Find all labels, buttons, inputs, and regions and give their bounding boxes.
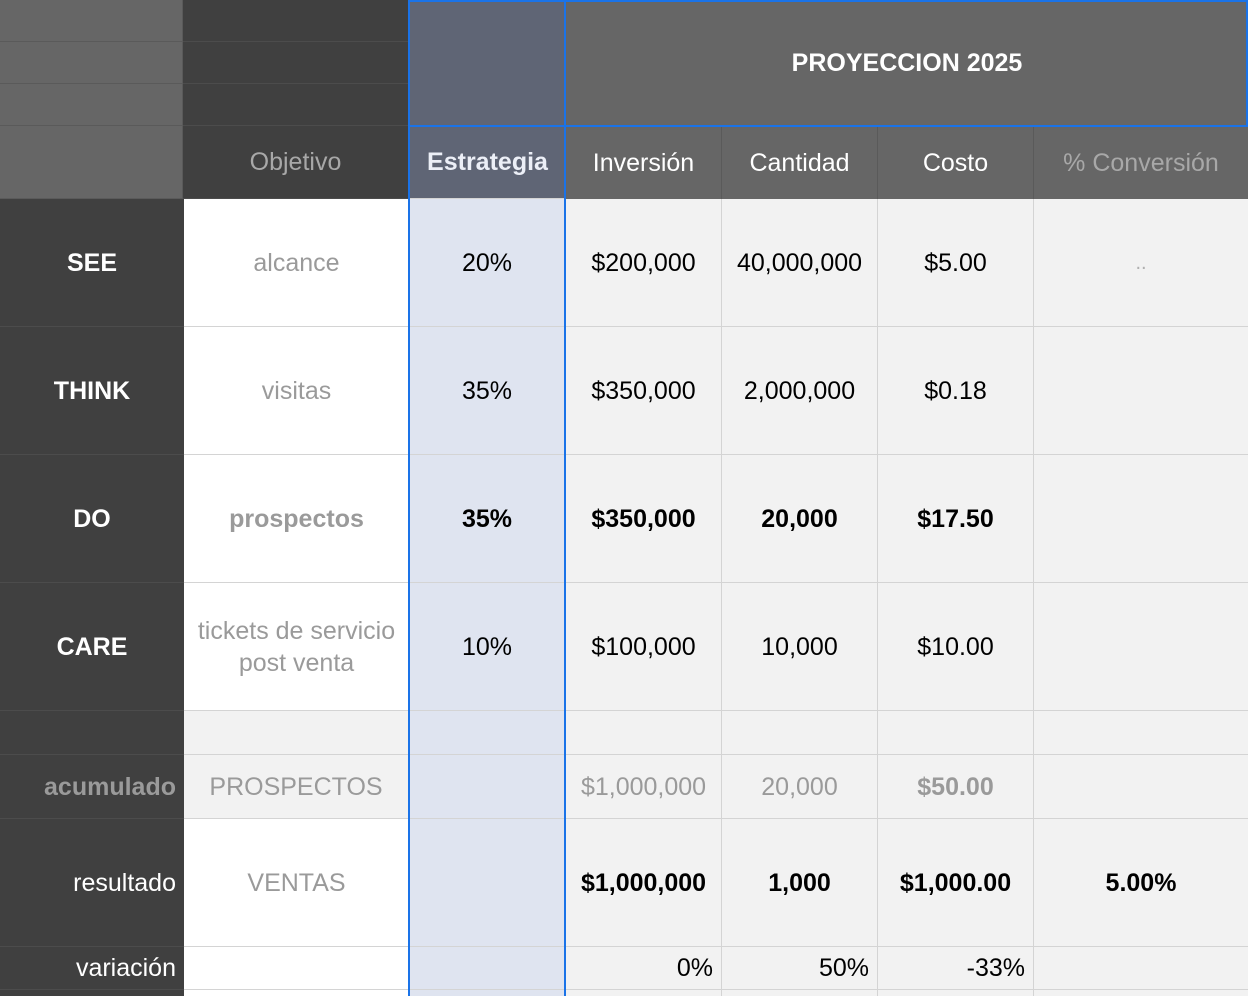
- conversion-cell[interactable]: [1034, 327, 1248, 455]
- costo-cell[interactable]: $0.18: [878, 327, 1034, 455]
- cantidad-cell[interactable]: 20,000: [722, 455, 878, 583]
- partial-cell[interactable]: [722, 990, 878, 996]
- header-costo[interactable]: Costo: [878, 126, 1034, 199]
- header-cell[interactable]: [183, 84, 409, 126]
- costo-cell[interactable]: -33%: [878, 947, 1034, 990]
- estrategia-cell[interactable]: 20%: [409, 199, 566, 327]
- corner-cell[interactable]: [0, 84, 183, 126]
- estrategia-cell[interactable]: [409, 819, 566, 947]
- empty-cell[interactable]: [878, 711, 1034, 755]
- partial-cell[interactable]: [409, 990, 566, 996]
- inversion-cell[interactable]: $200,000: [566, 199, 722, 327]
- cantidad-cell[interactable]: 40,000,000: [722, 199, 878, 327]
- partial-cell[interactable]: [1034, 990, 1248, 996]
- empty-cell[interactable]: [409, 711, 566, 755]
- estrategia-cell[interactable]: 10%: [409, 583, 566, 711]
- costo-cell[interactable]: $1,000.00: [878, 819, 1034, 947]
- inversion-cell[interactable]: $1,000,000: [566, 819, 722, 947]
- row-label-see[interactable]: SEE: [0, 199, 184, 327]
- costo-cell[interactable]: $10.00: [878, 583, 1034, 711]
- estrategia-cell[interactable]: [409, 947, 566, 990]
- conversion-cell[interactable]: [1034, 583, 1248, 711]
- costo-cell[interactable]: $50.00: [878, 755, 1034, 819]
- conversion-cell[interactable]: ..: [1034, 199, 1248, 327]
- header-objetivo[interactable]: Objetivo: [183, 126, 409, 199]
- projection-title[interactable]: PROYECCION 2025: [566, 0, 1248, 126]
- row-label-care[interactable]: CARE: [0, 583, 184, 711]
- conversion-cell[interactable]: [1034, 455, 1248, 583]
- estrategia-cell[interactable]: [409, 755, 566, 819]
- estrategia-cell[interactable]: 35%: [409, 455, 566, 583]
- inversion-cell[interactable]: $350,000: [566, 327, 722, 455]
- inversion-cell[interactable]: 0%: [566, 947, 722, 990]
- objetivo-cell[interactable]: prospectos: [184, 455, 409, 583]
- row-label-partial[interactable]: [0, 990, 184, 996]
- cantidad-cell[interactable]: 10,000: [722, 583, 878, 711]
- cantidad-cell[interactable]: 2,000,000: [722, 327, 878, 455]
- header-cell[interactable]: [183, 0, 409, 42]
- objetivo-cell[interactable]: tickets de servicio post venta: [184, 583, 409, 711]
- corner-cell[interactable]: [0, 42, 183, 84]
- estrategia-header-block[interactable]: [409, 0, 566, 126]
- objetivo-cell[interactable]: [184, 947, 409, 990]
- objetivo-cell[interactable]: PROSPECTOS: [184, 755, 409, 819]
- row-label-variacion[interactable]: variación: [0, 947, 184, 990]
- header-cell[interactable]: [183, 42, 409, 84]
- conversion-cell[interactable]: 5.00%: [1034, 819, 1248, 947]
- cantidad-cell[interactable]: 20,000: [722, 755, 878, 819]
- conversion-cell[interactable]: [1034, 947, 1248, 990]
- objetivo-cell[interactable]: visitas: [184, 327, 409, 455]
- row-label-think[interactable]: THINK: [0, 327, 184, 455]
- empty-cell[interactable]: [184, 711, 409, 755]
- cantidad-cell[interactable]: 50%: [722, 947, 878, 990]
- corner-cell[interactable]: [0, 126, 183, 199]
- row-label-do[interactable]: DO: [0, 455, 184, 583]
- conversion-cell[interactable]: [1034, 755, 1248, 819]
- header-cantidad[interactable]: Cantidad: [722, 126, 878, 199]
- partial-cell[interactable]: [184, 990, 409, 996]
- row-label-acumulado[interactable]: acumulado: [0, 755, 184, 819]
- corner-cell[interactable]: [0, 0, 183, 42]
- partial-cell[interactable]: [566, 990, 722, 996]
- row-label-resultado[interactable]: resultado: [0, 819, 184, 947]
- empty-cell[interactable]: [1034, 711, 1248, 755]
- header-conversion[interactable]: % Conversión: [1034, 126, 1248, 199]
- header-inversion[interactable]: Inversión: [566, 126, 722, 199]
- cantidad-cell[interactable]: 1,000: [722, 819, 878, 947]
- empty-cell[interactable]: [566, 711, 722, 755]
- inversion-cell[interactable]: $1,000,000: [566, 755, 722, 819]
- estrategia-cell[interactable]: 35%: [409, 327, 566, 455]
- objetivo-cell[interactable]: VENTAS: [184, 819, 409, 947]
- objetivo-cell[interactable]: alcance: [184, 199, 409, 327]
- inversion-cell[interactable]: $100,000: [566, 583, 722, 711]
- empty-cell[interactable]: [722, 711, 878, 755]
- costo-cell[interactable]: $5.00: [878, 199, 1034, 327]
- row-label-empty[interactable]: [0, 711, 184, 755]
- partial-cell[interactable]: [878, 990, 1034, 996]
- header-estrategia[interactable]: Estrategia: [409, 126, 566, 199]
- inversion-cell[interactable]: $350,000: [566, 455, 722, 583]
- costo-cell[interactable]: $17.50: [878, 455, 1034, 583]
